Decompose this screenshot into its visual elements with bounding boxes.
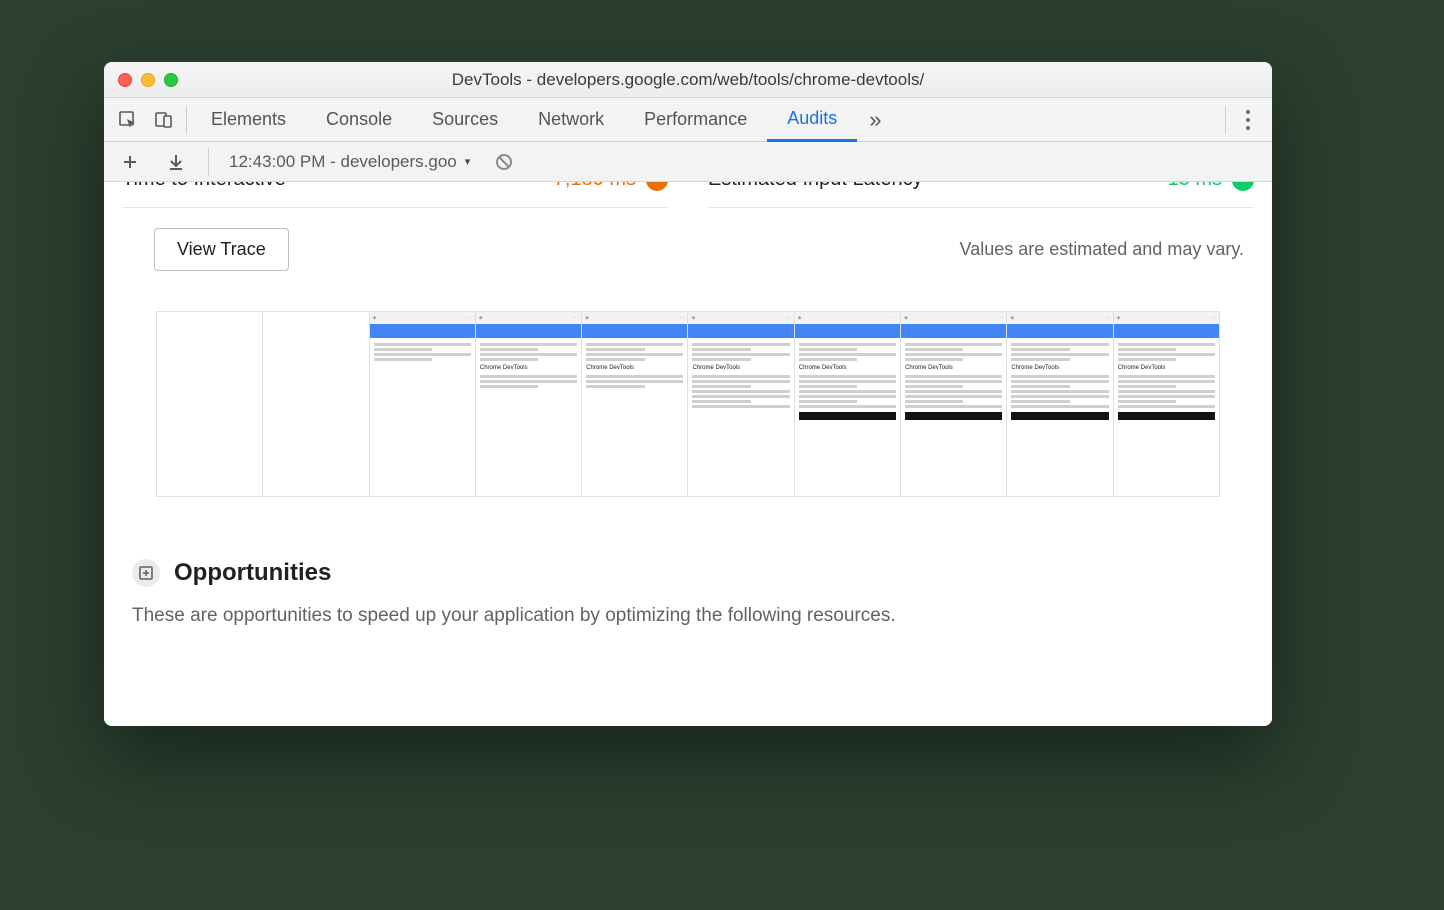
metric-label: Time to Interactive <box>122 182 554 191</box>
filmstrip-frame: ◈⋯Chrome DevTools <box>582 312 688 496</box>
tabs-bar: Elements Console Sources Network Perform… <box>104 98 1272 142</box>
tab-console[interactable]: Console <box>306 98 412 142</box>
separator <box>186 106 187 134</box>
metric-value: 7,180 ms <box>554 182 636 191</box>
tabs-overflow-icon[interactable]: » <box>857 98 893 142</box>
new-audit-icon[interactable] <box>112 144 148 180</box>
filmstrip-frame: ◈⋯Chrome DevTools <box>476 312 582 496</box>
metric-time-to-interactive: Time to Interactive 7,180 ms <box>122 182 668 208</box>
tab-elements[interactable]: Elements <box>191 98 306 142</box>
tab-sources[interactable]: Sources <box>412 98 518 142</box>
metrics-row: Time to Interactive 7,180 ms Estimated I… <box>104 182 1272 208</box>
tab-performance[interactable]: Performance <box>624 98 767 142</box>
opportunities-header: Opportunities <box>132 559 1244 587</box>
report-dropdown-label: 12:43:00 PM - developers.goo <box>229 152 457 172</box>
more-menu-icon[interactable] <box>1230 98 1266 142</box>
close-icon[interactable] <box>118 73 132 87</box>
opportunities-heading: Opportunities <box>174 559 331 587</box>
filmstrip-frame: ◈⋯Chrome DevTools <box>1114 312 1219 496</box>
download-report-icon[interactable] <box>158 144 194 180</box>
devtools-window: DevTools - developers.google.com/web/too… <box>104 62 1272 726</box>
view-trace-button[interactable]: View Trace <box>154 228 289 271</box>
titlebar: DevTools - developers.google.com/web/too… <box>104 62 1272 98</box>
opportunities-icon <box>132 559 160 587</box>
audits-toolbar: 12:43:00 PM - developers.goo ▾ <box>104 142 1272 182</box>
filmstrip-frame: ◈⋯Chrome DevTools <box>1007 312 1113 496</box>
chevron-down-icon: ▾ <box>465 155 471 168</box>
status-dot-warn-icon <box>646 182 668 191</box>
zoom-icon[interactable] <box>164 73 178 87</box>
trace-row: View Trace Values are estimated and may … <box>104 208 1272 281</box>
audit-report: Time to Interactive 7,180 ms Estimated I… <box>104 182 1272 726</box>
minimize-icon[interactable] <box>141 73 155 87</box>
estimate-note: Values are estimated and may vary. <box>960 239 1244 260</box>
screenshot-filmstrip: ◈⋯◈⋯Chrome DevTools◈⋯Chrome DevTools◈⋯Ch… <box>156 311 1220 497</box>
opportunities-description: These are opportunities to speed up your… <box>132 605 1244 627</box>
filmstrip-frame: ◈⋯Chrome DevTools <box>901 312 1007 496</box>
filmstrip-frame <box>157 312 263 496</box>
opportunities-section: Opportunities These are opportunities to… <box>132 559 1244 627</box>
traffic-lights <box>104 73 178 87</box>
metric-estimated-input-latency: Estimated Input Latency 13 ms <box>708 182 1254 208</box>
status-dot-good-icon <box>1232 182 1254 191</box>
tab-audits[interactable]: Audits <box>767 98 857 142</box>
filmstrip-frame: ◈⋯Chrome DevTools <box>688 312 794 496</box>
separator <box>1225 106 1226 134</box>
device-toggle-icon[interactable] <box>146 102 182 138</box>
metric-value: 13 ms <box>1168 182 1222 191</box>
filmstrip-frame: ◈⋯ <box>370 312 476 496</box>
report-dropdown[interactable]: 12:43:00 PM - developers.goo ▾ <box>223 152 476 172</box>
filmstrip-frame <box>263 312 369 496</box>
inspect-element-icon[interactable] <box>110 102 146 138</box>
window-title: DevTools - developers.google.com/web/too… <box>104 70 1272 90</box>
filmstrip-frame: ◈⋯Chrome DevTools <box>795 312 901 496</box>
metric-label: Estimated Input Latency <box>708 182 1168 191</box>
separator <box>208 148 209 176</box>
clear-icon[interactable] <box>486 144 522 180</box>
tab-network[interactable]: Network <box>518 98 624 142</box>
